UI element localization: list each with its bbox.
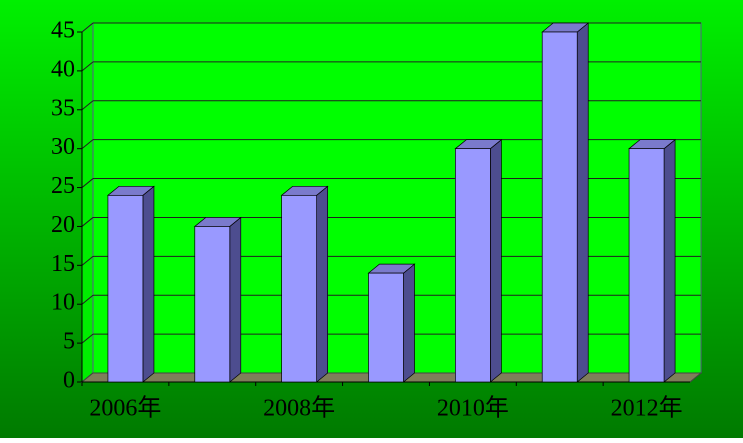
y-tick-label: 20 (51, 212, 75, 238)
y-tick-label: 40 (51, 56, 75, 82)
y-tick-label: 0 (63, 368, 75, 394)
side-wall (81, 21, 94, 384)
grid-line (81, 139, 94, 150)
bar (628, 148, 665, 383)
bar-side (576, 22, 589, 383)
grid-line (81, 178, 94, 188)
bar-side (142, 185, 155, 383)
bar-side (403, 263, 415, 383)
x-tick-label: 2010年 (437, 395, 509, 422)
x-tick-label: 2008年 (263, 395, 335, 422)
y-tick-label: 35 (51, 95, 75, 121)
grid-line (81, 294, 94, 305)
bar-side (490, 138, 502, 383)
bar-side (229, 216, 242, 383)
grid-line (81, 22, 94, 33)
bar-side (663, 138, 676, 383)
bar (455, 148, 491, 383)
y-tick-label: 15 (51, 251, 75, 277)
y-tick-label: 30 (51, 134, 75, 160)
y-tick-label: 25 (51, 173, 75, 199)
grid-line (81, 217, 94, 227)
y-tick-label: 45 (51, 18, 75, 44)
bar (281, 194, 317, 383)
x-tick-label: 2012年 (611, 395, 683, 422)
bar (194, 226, 231, 383)
grid-line (81, 255, 94, 266)
grid-line (81, 61, 94, 72)
grid-line (81, 333, 94, 344)
bar (107, 194, 144, 383)
grid-line (81, 100, 94, 111)
bar (368, 272, 404, 383)
y-tick-label: 5 (63, 329, 75, 355)
bar-side (316, 185, 328, 383)
y-tick-label: 10 (51, 290, 75, 316)
x-tick-label: 2006年 (89, 395, 161, 422)
bar (541, 31, 578, 383)
